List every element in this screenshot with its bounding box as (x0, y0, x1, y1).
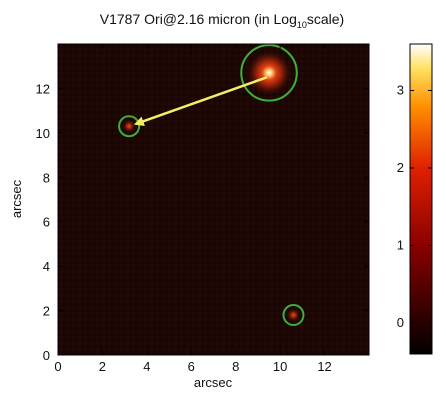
sources-layer (118, 44, 305, 327)
x-tick-label: 4 (143, 359, 150, 374)
colorbar-frame (409, 43, 433, 355)
x-tick-label: 8 (232, 359, 239, 374)
source-circle (118, 115, 141, 138)
x-axis-ticks: 0 2 4 6 8 10 12 (54, 44, 332, 374)
colorbar-ticks: 0 1 2 3 (397, 83, 432, 330)
colorbar-tick-label: 2 (397, 160, 404, 175)
colorbar-gradient (410, 44, 432, 354)
x-tick-label: 2 (99, 359, 106, 374)
y-axis-ticks: 0 2 4 6 8 10 12 (36, 81, 369, 363)
source-glow (245, 49, 293, 97)
arrow-layer (133, 76, 268, 126)
x-tick-label: 0 (54, 359, 61, 374)
colorbar-tick-label: 0 (397, 315, 404, 330)
y-axis-label: arcsec (9, 179, 24, 218)
source-glow (286, 308, 301, 323)
y-tick-label: 0 (43, 348, 50, 363)
colorbar-tick-label: 1 (397, 238, 404, 253)
title-end: scale) (307, 11, 344, 27)
colorbar-tick-label: 3 (397, 83, 404, 98)
plot-area (57, 43, 370, 356)
x-tick-label: 10 (273, 359, 287, 374)
y-tick-label: 2 (43, 304, 50, 319)
heatmap-image (58, 44, 369, 355)
y-tick-label: 8 (43, 170, 50, 185)
x-axis-label: arcsec (194, 375, 233, 390)
plot-frame (57, 43, 370, 356)
x-tick-label: 6 (188, 359, 195, 374)
y-tick-label: 4 (43, 259, 50, 274)
source-circle (240, 44, 298, 102)
y-tick-label: 12 (36, 81, 50, 96)
title-subscript: 10 (297, 20, 307, 30)
title-main: V1787 Ori@2.16 micron (in Log (100, 11, 297, 27)
y-tick-label: 6 (43, 215, 50, 230)
chart-title: V1787 Ori@2.16 micron (in Log10scale) (100, 11, 344, 30)
x-tick-label: 12 (317, 359, 331, 374)
arrow-annotation (133, 76, 268, 126)
colorbar: 0 1 2 3 (397, 43, 433, 355)
source-glow (122, 119, 137, 134)
y-tick-label: 10 (36, 126, 50, 141)
source-circle (282, 304, 305, 327)
